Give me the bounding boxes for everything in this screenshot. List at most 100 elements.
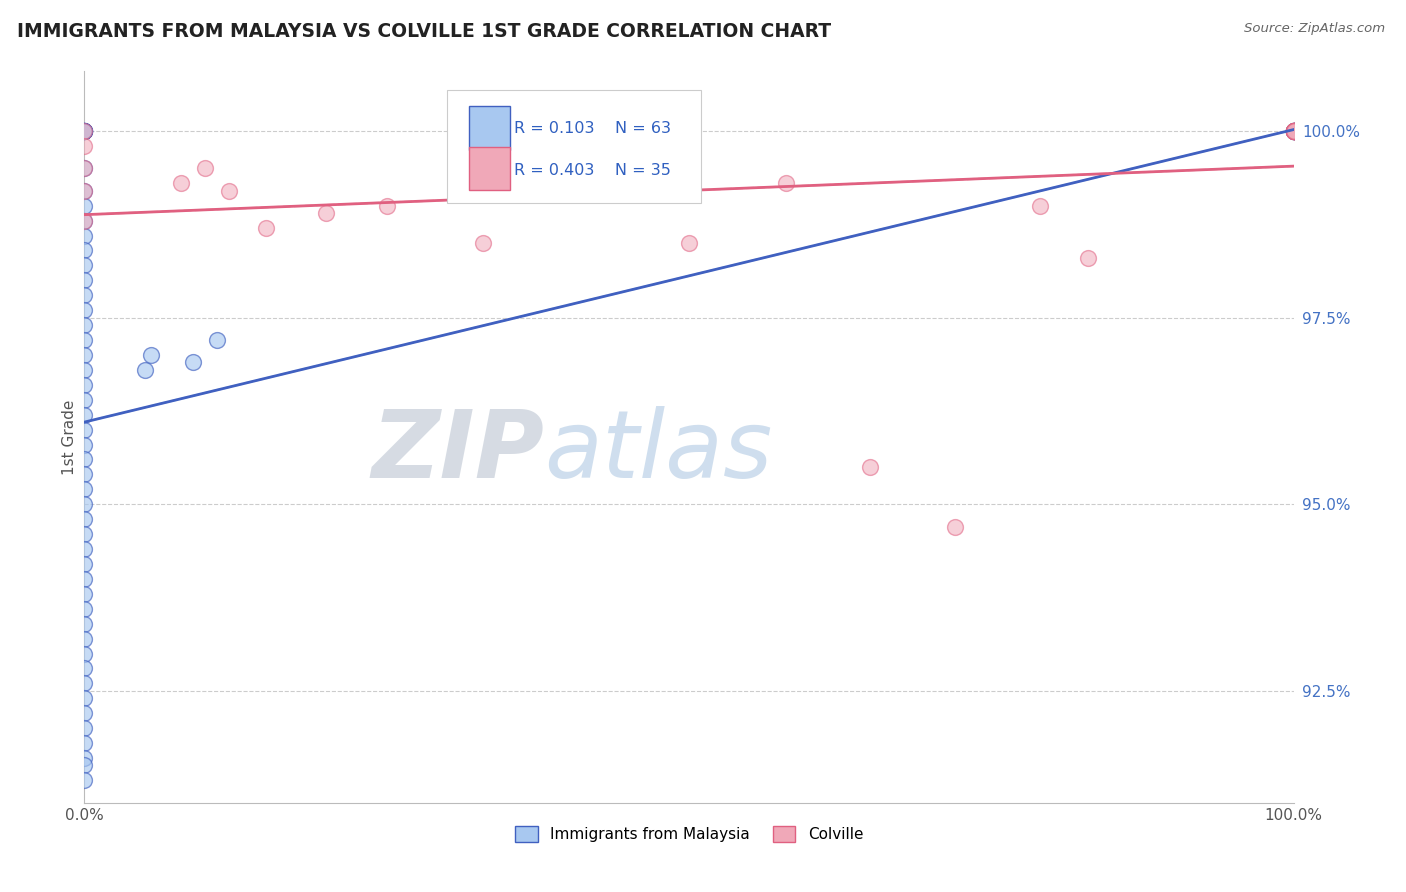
- Point: [678, 235, 700, 250]
- Point: [1282, 124, 1305, 138]
- Point: [73, 691, 96, 706]
- Point: [73, 139, 96, 153]
- Point: [73, 124, 96, 138]
- Point: [73, 542, 96, 557]
- Point: [73, 333, 96, 347]
- Point: [375, 199, 398, 213]
- Point: [73, 601, 96, 615]
- Text: IMMIGRANTS FROM MALAYSIA VS COLVILLE 1ST GRADE CORRELATION CHART: IMMIGRANTS FROM MALAYSIA VS COLVILLE 1ST…: [17, 22, 831, 41]
- Point: [1282, 124, 1305, 138]
- Point: [73, 124, 96, 138]
- Point: [1282, 124, 1305, 138]
- Point: [254, 221, 277, 235]
- Point: [73, 408, 96, 422]
- Text: Source: ZipAtlas.com: Source: ZipAtlas.com: [1244, 22, 1385, 36]
- Point: [1282, 124, 1305, 138]
- Point: [1282, 124, 1305, 138]
- Point: [73, 124, 96, 138]
- Point: [1282, 124, 1305, 138]
- Point: [73, 392, 96, 407]
- Point: [170, 177, 193, 191]
- Point: [73, 363, 96, 377]
- Point: [1282, 124, 1305, 138]
- Point: [73, 632, 96, 646]
- Point: [1282, 124, 1305, 138]
- Point: [73, 512, 96, 526]
- Point: [73, 557, 96, 571]
- Point: [73, 661, 96, 675]
- Point: [73, 244, 96, 258]
- Point: [73, 213, 96, 227]
- Point: [1282, 124, 1305, 138]
- Point: [73, 483, 96, 497]
- Point: [472, 235, 495, 250]
- Point: [134, 363, 156, 377]
- Point: [73, 452, 96, 467]
- Point: [73, 124, 96, 138]
- Text: R = 0.403    N = 35: R = 0.403 N = 35: [513, 162, 671, 178]
- Point: [73, 497, 96, 511]
- Point: [73, 184, 96, 198]
- Point: [73, 721, 96, 735]
- Point: [1282, 124, 1305, 138]
- FancyBboxPatch shape: [468, 106, 510, 150]
- Point: [73, 467, 96, 482]
- Point: [943, 519, 966, 533]
- Text: R = 0.103    N = 63: R = 0.103 N = 63: [513, 121, 671, 136]
- Point: [73, 587, 96, 601]
- FancyBboxPatch shape: [447, 90, 702, 203]
- Point: [73, 318, 96, 332]
- Point: [859, 459, 882, 474]
- Point: [73, 199, 96, 213]
- Point: [315, 206, 337, 220]
- Point: [139, 348, 162, 362]
- Point: [73, 616, 96, 631]
- FancyBboxPatch shape: [468, 146, 510, 190]
- Point: [1077, 251, 1099, 265]
- Y-axis label: 1st Grade: 1st Grade: [62, 400, 77, 475]
- Point: [775, 177, 797, 191]
- Point: [1282, 124, 1305, 138]
- Point: [1282, 124, 1305, 138]
- Point: [207, 333, 229, 347]
- Point: [1282, 124, 1305, 138]
- Point: [1282, 124, 1305, 138]
- Point: [73, 124, 96, 138]
- Point: [73, 758, 96, 772]
- Point: [73, 161, 96, 176]
- Point: [544, 184, 567, 198]
- Text: ZIP: ZIP: [371, 406, 544, 498]
- Point: [73, 288, 96, 302]
- Point: [73, 736, 96, 750]
- Point: [73, 303, 96, 318]
- Point: [1282, 124, 1305, 138]
- Point: [1282, 124, 1305, 138]
- Point: [73, 751, 96, 765]
- Point: [1282, 124, 1305, 138]
- Point: [73, 184, 96, 198]
- Point: [1282, 124, 1305, 138]
- Point: [73, 124, 96, 138]
- Point: [73, 124, 96, 138]
- Point: [73, 676, 96, 690]
- Point: [73, 348, 96, 362]
- Point: [218, 184, 240, 198]
- Point: [73, 259, 96, 273]
- Point: [73, 377, 96, 392]
- Point: [1282, 124, 1305, 138]
- Point: [1282, 124, 1305, 138]
- Point: [73, 213, 96, 227]
- Point: [73, 647, 96, 661]
- Point: [73, 437, 96, 451]
- Point: [73, 572, 96, 586]
- Legend: Immigrants from Malaysia, Colville: Immigrants from Malaysia, Colville: [508, 819, 870, 850]
- Point: [73, 273, 96, 287]
- Point: [73, 423, 96, 437]
- Point: [73, 527, 96, 541]
- Point: [1282, 124, 1305, 138]
- Point: [73, 706, 96, 721]
- Point: [73, 228, 96, 243]
- Point: [1028, 199, 1050, 213]
- Point: [73, 773, 96, 788]
- Point: [194, 161, 217, 176]
